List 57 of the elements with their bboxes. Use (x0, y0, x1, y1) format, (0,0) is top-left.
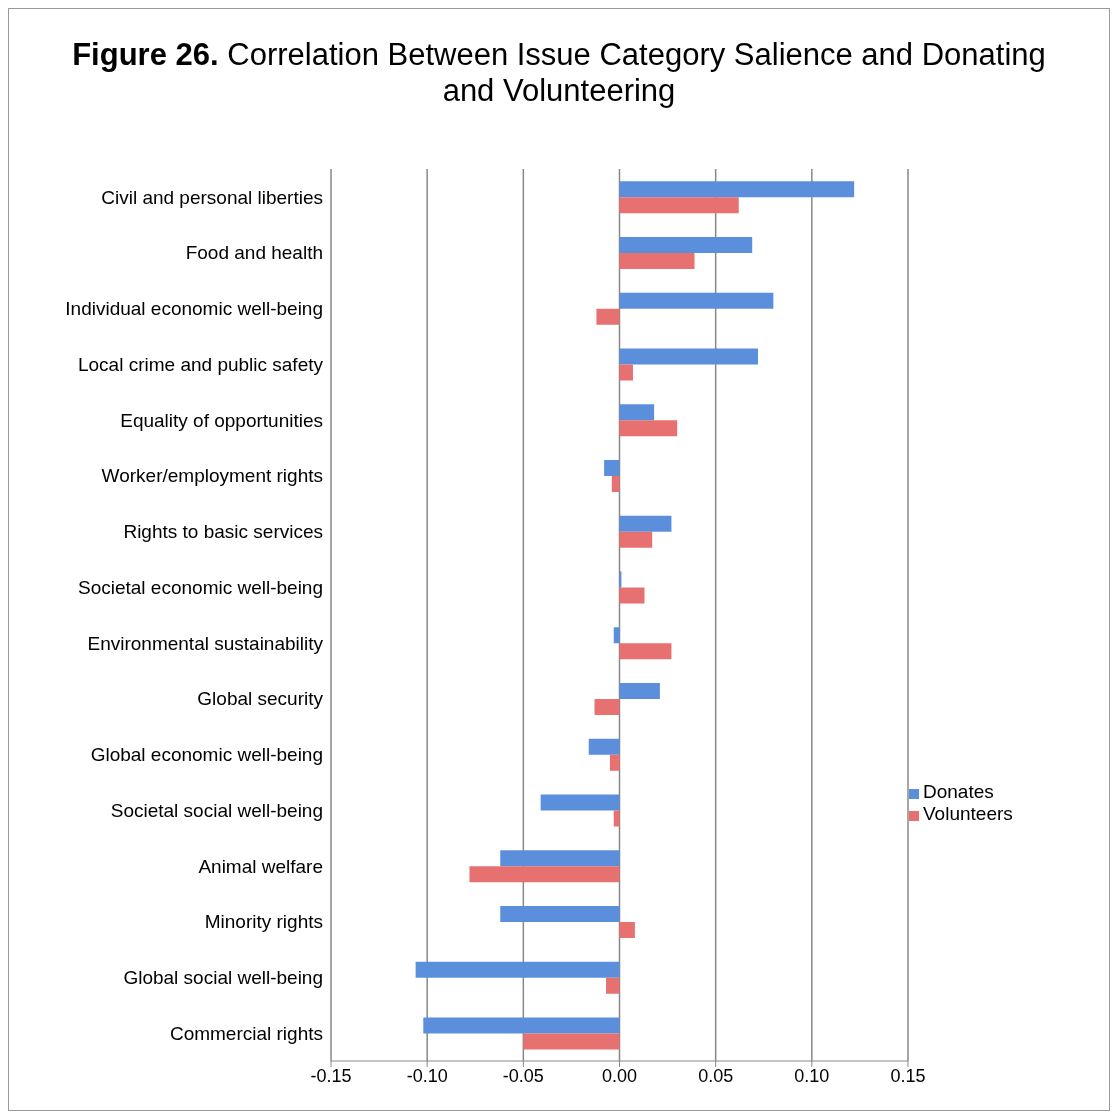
bar (523, 1033, 620, 1050)
y-tick-label: Minority rights (204, 911, 323, 933)
y-tick-label: Equality of opportunities (120, 409, 323, 431)
y-tick-label: Individual economic well-being (65, 298, 323, 320)
bar (613, 810, 620, 827)
y-tick-label: Animal welfare (198, 855, 323, 877)
bar (619, 348, 758, 365)
bar (596, 308, 620, 325)
bar (606, 977, 620, 994)
bar (500, 906, 620, 923)
bar (469, 866, 620, 883)
bar (619, 531, 653, 548)
bar (619, 237, 753, 254)
y-tick-label: Rights to basic services (123, 521, 323, 543)
y-tick-label: Civil and personal liberties (101, 186, 323, 208)
bar (609, 754, 620, 771)
bar (619, 922, 635, 939)
bar (619, 420, 678, 437)
bar (619, 292, 774, 309)
bar (619, 364, 633, 381)
bar (619, 197, 739, 214)
bar (619, 683, 660, 700)
bar (613, 627, 620, 644)
y-tick-label: Global social well-being (123, 967, 323, 989)
bar (619, 181, 855, 198)
chart-title: Figure 26. Correlation Between Issue Category Salience and Donating and Volunteering (71, 36, 1047, 110)
y-tick-label: Food and health (185, 242, 323, 264)
bar (619, 253, 695, 270)
x-tick-label: -0.10 (406, 1065, 448, 1086)
y-tick-label: Worker/employment rights (101, 465, 323, 487)
bar (500, 850, 620, 867)
y-tick-label: Local crime and public safety (77, 353, 324, 375)
y-tick-label: Global security (197, 688, 324, 710)
x-tick-label: 0.05 (698, 1065, 734, 1086)
y-tick-label: Environmental sustainability (87, 632, 324, 654)
bar (619, 587, 645, 604)
x-tick-label: -0.15 (310, 1065, 352, 1086)
bar (611, 476, 620, 493)
y-tick-label: Global economic well-being (90, 744, 323, 766)
x-tick-label: 0.15 (890, 1065, 926, 1086)
bar (588, 738, 620, 755)
bar (594, 699, 620, 716)
y-tick-label: Commercial rights (169, 1022, 323, 1044)
bar (619, 643, 672, 660)
bar (619, 515, 672, 532)
x-tick-label: 0.00 (601, 1065, 638, 1086)
x-tick-label: -0.05 (502, 1065, 544, 1086)
x-tick-label: 0.10 (794, 1065, 830, 1086)
bar (540, 794, 620, 811)
bar (604, 460, 620, 477)
y-tick-label: Societal social well-being (110, 799, 323, 821)
bar (423, 1017, 620, 1034)
bar (619, 404, 655, 421)
bar (415, 961, 620, 978)
y-tick-label: Societal economic well-being (77, 576, 323, 598)
legend-label: Donates (923, 781, 994, 802)
legend-label: Volunteers (923, 803, 1013, 824)
